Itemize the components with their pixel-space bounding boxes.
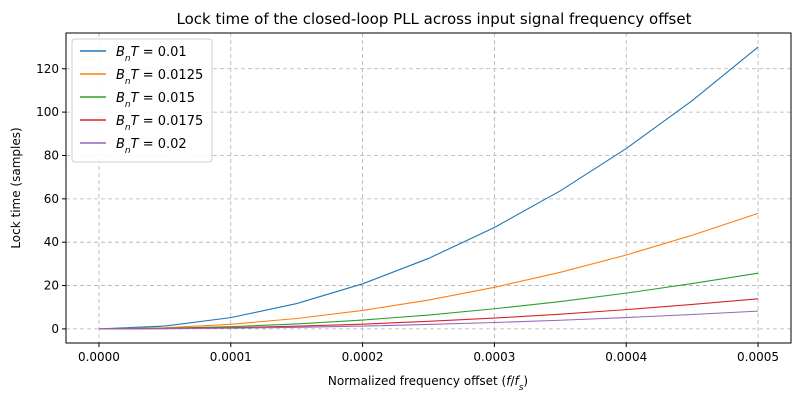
series-line-1 xyxy=(98,46,759,330)
y-axis-ticks: 0 20 40 60 80 100 120 xyxy=(36,62,66,336)
x-axis-label: Normalized frequency offset (f/fs) xyxy=(328,374,528,393)
x-tick-label: 0.0004 xyxy=(605,350,647,364)
y-tick-label: 120 xyxy=(36,62,59,76)
x-axis-ticks: 0.0000 0.0001 0.0002 0.0003 0.0004 0.0005 xyxy=(78,343,779,364)
legend-label: BnT = 0.02 xyxy=(116,137,187,156)
legend: BnT = 0.01 BnT = 0.0125 BnT = 0.015 BnT = 0… xyxy=(71,38,213,163)
y-tick-label: 80 xyxy=(44,148,59,162)
y-tick-label: 60 xyxy=(44,192,59,206)
x-tick-label: 0.0002 xyxy=(342,350,384,364)
x-tick-label: 0.0003 xyxy=(473,350,515,364)
series-line-2 xyxy=(98,212,759,330)
y-axis-label: Lock time (samples) xyxy=(9,127,23,248)
legend-label: BnT = 0.015 xyxy=(116,91,195,110)
y-tick-label: 40 xyxy=(44,235,59,249)
series-line-3 xyxy=(98,272,759,330)
x-tick-label: 0.0005 xyxy=(737,350,779,364)
legend-label: BnT = 0.0175 xyxy=(116,114,203,133)
x-tick-label: 0.0000 xyxy=(78,350,120,364)
legend-box xyxy=(71,38,213,163)
legend-label: BnT = 0.01 xyxy=(116,45,187,64)
series-lines xyxy=(98,46,759,330)
y-tick-label: 0 xyxy=(51,322,59,336)
legend-label: BnT = 0.0125 xyxy=(116,68,203,87)
series-line-5 xyxy=(98,310,759,330)
plot-frame xyxy=(65,32,792,344)
y-tick-label: 100 xyxy=(36,105,59,119)
chart-title: Lock time of the closed-loop PLL across … xyxy=(177,10,692,28)
x-tick-label: 0.0001 xyxy=(210,350,252,364)
y-tick-label: 20 xyxy=(44,279,59,293)
